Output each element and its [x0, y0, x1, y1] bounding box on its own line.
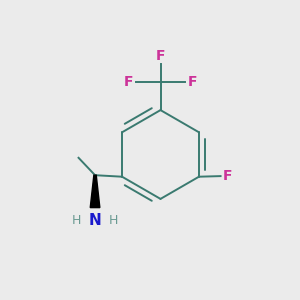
Text: H: H	[71, 214, 81, 226]
Text: F: F	[124, 75, 134, 88]
Text: N: N	[89, 213, 101, 228]
Text: F: F	[188, 75, 197, 88]
Text: F: F	[156, 49, 165, 63]
Polygon shape	[90, 175, 100, 208]
Text: F: F	[223, 169, 232, 183]
Text: H: H	[109, 214, 118, 226]
